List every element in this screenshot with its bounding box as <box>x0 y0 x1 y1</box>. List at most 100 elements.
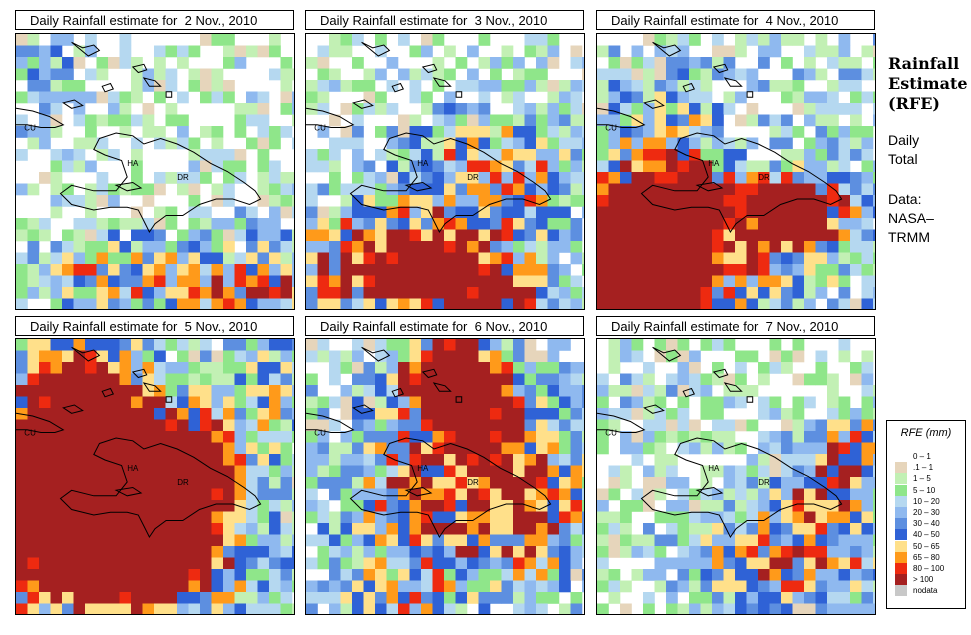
rainfall-cell <box>524 431 537 443</box>
rainfall-cell <box>329 592 341 604</box>
rainfall-cell <box>478 523 491 535</box>
rainfall-cell <box>758 275 770 288</box>
rainfall-cell <box>547 385 560 397</box>
rainfall-cell <box>547 454 560 466</box>
rainfall-cell <box>96 183 109 196</box>
rainfall-cell <box>654 149 667 161</box>
rainfall-cell <box>547 477 560 489</box>
rainfall-cell <box>375 183 387 196</box>
rainfall-cell <box>188 454 201 466</box>
rainfall-cell <box>280 80 293 92</box>
rainfall-cell <box>597 534 609 547</box>
rainfall-cell <box>363 511 376 524</box>
rainfall-cell <box>700 264 713 276</box>
rainfall-cell <box>570 408 583 420</box>
rainfall-cell <box>317 419 330 432</box>
rainfall-cell <box>50 241 63 253</box>
rainfall-cell <box>559 373 571 386</box>
rainfall-cell <box>375 569 387 581</box>
rainfall-cell <box>165 500 178 512</box>
rainfall-cell <box>211 569 224 581</box>
rainfall-cell <box>292 373 294 386</box>
rainfall-cell <box>861 149 874 161</box>
rainfall-cell <box>131 350 143 363</box>
rainfall-cell <box>352 477 364 489</box>
rainfall-cell <box>815 252 828 265</box>
rainfall-cell <box>223 477 235 489</box>
rainfall-cell <box>317 454 330 466</box>
rainfall-cell <box>643 408 655 420</box>
rainfall-cell <box>329 229 341 242</box>
rainfall-cell <box>666 103 678 115</box>
rainfall-cell <box>490 408 502 420</box>
rainfall-cell <box>861 546 874 558</box>
rainfall-cell <box>340 385 353 397</box>
rainfall-cell <box>501 45 514 58</box>
rainfall-cell <box>804 592 816 604</box>
rainfall-cell <box>597 206 609 219</box>
rainfall-cell <box>712 57 724 69</box>
rainfall-cell <box>154 229 166 242</box>
rainfall-cell <box>306 195 318 207</box>
rainfall-cell <box>154 91 166 104</box>
rainfall-cell <box>257 137 270 150</box>
rainfall-cell <box>455 252 468 265</box>
rainfall-cell <box>666 385 678 397</box>
legend-swatch <box>895 585 907 597</box>
rainfall-cell <box>165 523 178 535</box>
rainfall-cell <box>421 534 433 547</box>
rainfall-cell <box>804 275 816 288</box>
rainfall-cell <box>154 172 166 184</box>
rainfall-cell <box>781 350 793 363</box>
rainfall-cell <box>850 68 862 81</box>
rainfall-cell <box>234 149 247 161</box>
rainfall-cell <box>536 126 548 138</box>
rainfall-cell <box>223 339 235 351</box>
rainfall-cell <box>501 287 514 299</box>
rainfall-cell <box>177 91 189 104</box>
rainfall-cell <box>815 264 828 276</box>
rainfall-cell <box>643 592 655 604</box>
rainfall-cell <box>608 103 621 115</box>
rainfall-cell <box>142 569 155 581</box>
rainfall-cell <box>363 241 376 253</box>
rainfall-cell <box>188 580 201 593</box>
rainfall-cell <box>352 454 364 466</box>
rainfall-cell <box>306 442 318 455</box>
rainfall-cell <box>582 287 584 299</box>
rainfall-cell <box>62 488 74 501</box>
rainfall-cell <box>386 373 399 386</box>
rainfall-cell <box>280 68 293 81</box>
rainfall-cell <box>769 45 782 58</box>
rainfall-cell <box>838 287 851 299</box>
rainfall-cell <box>501 488 514 501</box>
rainfall-cell <box>559 149 571 161</box>
rainfall-cell <box>257 91 270 104</box>
rainfall-cell <box>547 569 560 581</box>
rainfall-cell <box>513 442 525 455</box>
rainfall-cell <box>723 45 736 58</box>
rainfall-cell <box>234 114 247 127</box>
rainfall-cell <box>50 454 63 466</box>
rainfall-cell <box>375 362 387 374</box>
rainfall-cell <box>524 408 537 420</box>
rainfall-cell <box>631 45 644 58</box>
rainfall-cell <box>467 298 479 309</box>
rainfall-cell <box>234 350 247 363</box>
rainfall-cell <box>119 45 132 58</box>
rainfall-cell <box>873 45 875 58</box>
rainfall-cell <box>712 229 724 242</box>
rainfall-cell <box>547 419 560 432</box>
rainfall-cell <box>513 557 525 570</box>
rainfall-cell <box>490 557 502 570</box>
rainfall-cell <box>746 511 759 524</box>
rainfall-cell <box>838 442 851 455</box>
rainfall-cell <box>444 45 456 58</box>
rainfall-cell <box>501 195 514 207</box>
rainfall-cell <box>96 339 109 351</box>
rainfall-cell <box>200 580 212 593</box>
rainfall-cell <box>50 34 63 46</box>
rainfall-cell <box>524 500 537 512</box>
rainfall-cell <box>513 488 525 501</box>
rainfall-cell <box>280 298 293 309</box>
